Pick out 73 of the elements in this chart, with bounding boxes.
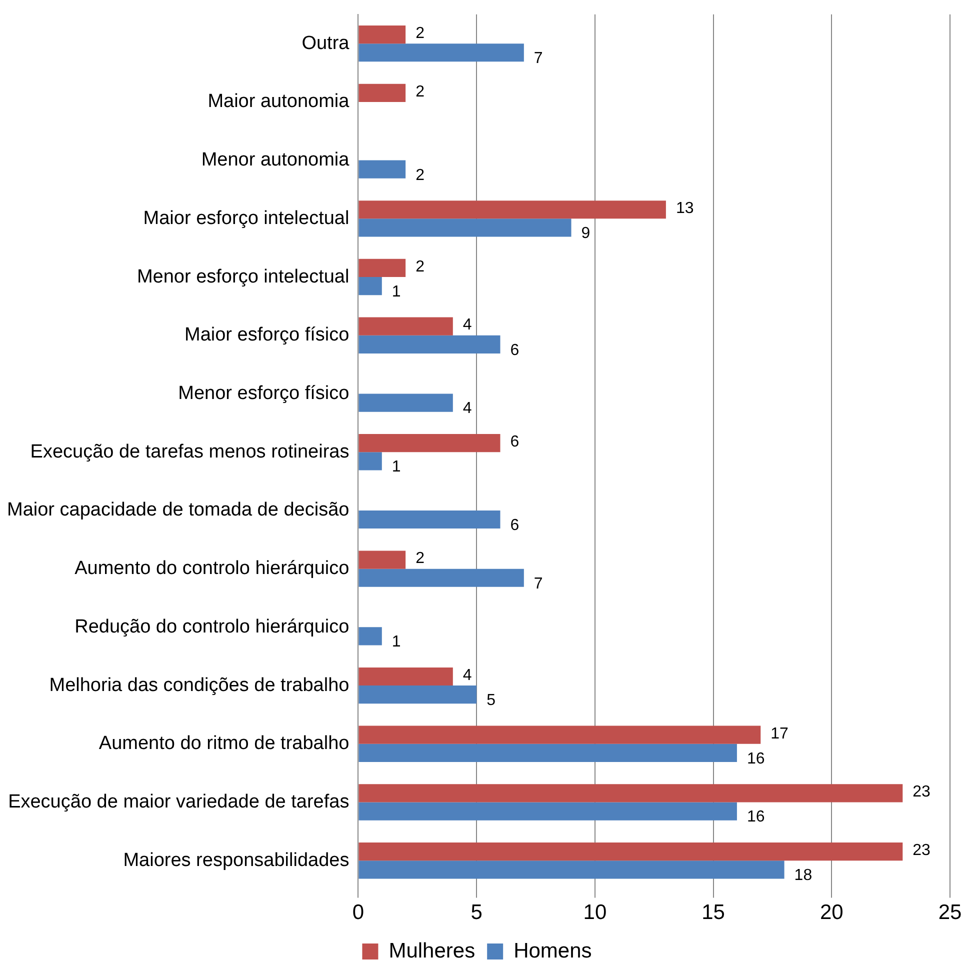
data-label: 4	[462, 316, 472, 334]
data-label: 2	[416, 258, 425, 276]
y-tick-label: Menor autonomia	[201, 150, 350, 171]
bar	[358, 160, 406, 178]
data-label: 13	[676, 200, 694, 218]
data-label: 1	[392, 458, 401, 476]
y-tick-label: Melhoria das condições de trabalho	[49, 674, 350, 696]
bar	[358, 550, 406, 569]
bar	[358, 627, 382, 646]
data-label: 7	[534, 50, 543, 68]
bar	[358, 744, 737, 762]
bar	[358, 200, 666, 219]
bar	[358, 218, 572, 237]
bar	[358, 860, 784, 879]
bar	[358, 568, 524, 587]
bar	[358, 452, 382, 470]
data-label: 9	[581, 225, 590, 242]
y-tick-label: Aumento do ritmo de trabalho	[98, 733, 350, 754]
y-tick-label: Maior autonomia	[208, 91, 350, 112]
bar	[358, 686, 477, 704]
legend-label: Homens	[514, 939, 592, 962]
bar	[358, 84, 406, 102]
data-label: 6	[510, 433, 520, 450]
bar	[358, 434, 500, 452]
y-tick-label: Menor esforço intelectual	[136, 266, 350, 288]
bar	[358, 25, 406, 44]
bar	[358, 726, 761, 744]
data-label: 1	[392, 634, 401, 651]
data-label: 4	[462, 400, 472, 418]
data-label: 4	[462, 666, 472, 684]
bar	[358, 667, 453, 686]
data-label: 16	[746, 750, 765, 768]
y-tick-label: Maior esforço físico	[184, 324, 350, 346]
y-tick-label: Redução do controlo hierárquico	[74, 616, 350, 638]
data-label: 23	[912, 784, 931, 801]
data-label: 7	[534, 575, 543, 592]
y-tick-label: Maior esforço intelectual	[143, 208, 350, 229]
data-label: 2	[416, 24, 425, 42]
data-label: 6	[510, 516, 520, 534]
bar	[358, 394, 453, 412]
x-tick-label: 25	[938, 901, 962, 924]
bar	[358, 842, 903, 861]
y-tick-label: Execução de maior variedade de tarefas	[8, 791, 350, 812]
data-label: 1	[392, 283, 401, 300]
data-label: 2	[416, 166, 425, 184]
x-tick-label: 15	[702, 901, 725, 924]
y-tick-label: Execução de tarefas menos rotineiras	[30, 441, 350, 462]
x-tick-label: 5	[470, 901, 482, 924]
legend-label: Mulheres	[388, 939, 476, 962]
data-label: 18	[794, 867, 812, 884]
bar	[358, 44, 524, 62]
data-label: 23	[912, 842, 931, 859]
y-tick-label: Outra	[302, 32, 350, 54]
x-tick-label: 0	[352, 901, 364, 924]
data-label: 17	[770, 725, 789, 742]
x-tick-label: 10	[583, 901, 607, 924]
y-tick-label: Maiores responsabilidades	[123, 850, 350, 871]
data-label: 2	[416, 83, 425, 100]
data-label: 5	[486, 692, 496, 709]
y-tick-label: Menor esforço físico	[178, 382, 350, 404]
bar	[358, 335, 500, 354]
bar	[358, 802, 737, 820]
bar	[358, 510, 500, 529]
x-tick-label: 20	[820, 901, 844, 924]
data-label: 16	[746, 808, 765, 826]
bar	[358, 258, 406, 278]
y-tick-label: Aumento do controlo hierárquico	[74, 558, 350, 580]
data-label: 6	[510, 342, 520, 359]
y-tick-label: Maior capacidade de tomada de decisão	[6, 500, 350, 521]
bar	[358, 784, 903, 802]
bar	[358, 317, 453, 336]
data-label: 2	[416, 550, 425, 568]
bar	[358, 277, 382, 296]
